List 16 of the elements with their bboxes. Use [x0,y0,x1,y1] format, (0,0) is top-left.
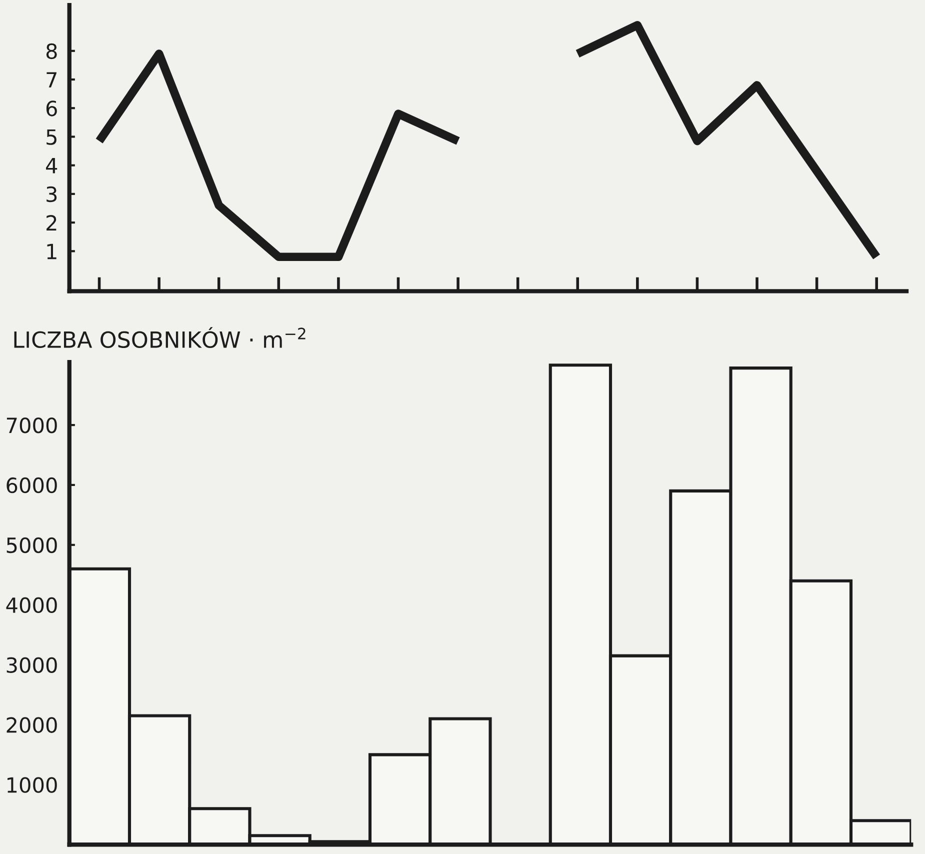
y-tick-label: 1 [47,244,56,260]
y-tick-label: 1000 [8,777,57,793]
y-tick-label: 4 [46,158,58,174]
y-tick-label: 7 [46,72,56,88]
y-tick-label: 2000 [6,717,57,733]
y-tick-label: 3 [46,186,57,202]
y-tick-label: 6000 [6,477,57,494]
y-tick-label: 6 [46,100,57,116]
y-axis-title: LICZBA OSOBNIKÓW · m$^{−2}$ [14,327,306,348]
y-tick-label: 7000 [6,417,57,434]
y-tick-label: 5000 [6,537,57,554]
y-tick-label: 2 [46,215,56,230]
y-tick-label: 5 [46,129,56,145]
y-tick-label: 4000 [6,597,57,614]
y-tick-label: 8 [46,43,57,60]
y-tick-label: 3000 [6,657,57,673]
